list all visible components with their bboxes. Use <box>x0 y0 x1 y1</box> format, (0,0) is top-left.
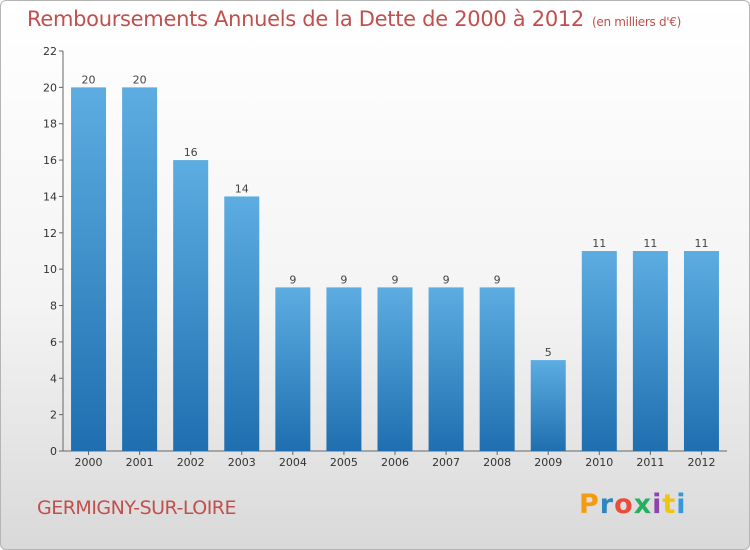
data-label-2006: 9 <box>392 273 399 286</box>
chart-title: Remboursements Annuels de la Dette de 20… <box>27 7 681 31</box>
chart-title-text: Remboursements Annuels de la Dette de 20… <box>27 7 584 31</box>
y-tick-label: 4 <box>50 372 57 385</box>
y-tick-label: 2 <box>50 409 57 422</box>
chart-unit: (en milliers d'€) <box>592 15 682 29</box>
chart-axes: 0 2 4 6 8 10 12 14 16 18 20 22 2000 2001 2002 2003 2004 2… <box>43 45 727 469</box>
data-label-2003: 14 <box>235 182 249 195</box>
x-tick-label-2011: 2011 <box>636 456 664 469</box>
data-label-2000: 20 <box>82 73 96 86</box>
bar-2006 <box>377 287 413 451</box>
bar-2000 <box>71 87 107 451</box>
x-tick-label-2004: 2004 <box>279 456 307 469</box>
logo-letter: i <box>652 489 663 520</box>
logo-letter: i <box>676 489 687 520</box>
data-label-2008: 9 <box>494 273 501 286</box>
logo-letter: t <box>662 489 677 520</box>
chart-data-labels: 20 20 16 14 9 9 9 9 9 5 11 11 11 <box>82 73 709 359</box>
bar-2002 <box>173 160 209 451</box>
logo-letter: x <box>633 489 653 520</box>
data-label-2001: 20 <box>133 73 147 86</box>
bar-2011 <box>632 251 668 451</box>
y-tick-label: 6 <box>50 336 57 349</box>
y-tick-label: 8 <box>50 300 57 313</box>
data-label-2011: 11 <box>643 237 657 250</box>
x-tick-label-2001: 2001 <box>126 456 154 469</box>
x-tick-label-2005: 2005 <box>330 456 358 469</box>
y-tick-label: 10 <box>43 263 57 276</box>
x-tick-label-2002: 2002 <box>177 456 205 469</box>
data-label-2005: 9 <box>340 273 347 286</box>
commune-name: GERMIGNY-SUR-LOIRE <box>37 497 237 519</box>
logo-letter: r <box>599 489 615 520</box>
data-label-2004: 9 <box>289 273 296 286</box>
y-tick-label: 20 <box>43 81 57 94</box>
bar-2008 <box>479 287 515 451</box>
chart-bars <box>71 87 719 451</box>
bar-2007 <box>428 287 464 451</box>
x-tick-label-2010: 2010 <box>585 456 613 469</box>
x-tick-label-2008: 2008 <box>483 456 511 469</box>
x-tick-label-2000: 2000 <box>75 456 103 469</box>
data-label-2009: 5 <box>545 346 552 359</box>
x-tick-label-2003: 2003 <box>228 456 256 469</box>
proxiti-logo: Proxiti <box>579 489 687 520</box>
bar-2012 <box>683 251 719 451</box>
y-tick-label: 18 <box>43 118 57 131</box>
data-label-2007: 9 <box>443 273 450 286</box>
data-label-2002: 16 <box>184 146 198 159</box>
x-tick-label-2007: 2007 <box>432 456 460 469</box>
bar-2003 <box>224 196 260 451</box>
logo-letter: P <box>579 489 600 520</box>
y-tick-label: 22 <box>43 45 57 58</box>
y-tick-label: 12 <box>43 227 57 240</box>
logo-letter: o <box>614 489 634 520</box>
bar-2010 <box>581 251 617 451</box>
y-tick-label: 16 <box>43 154 57 167</box>
y-tick-label: 14 <box>43 190 57 203</box>
bar-2005 <box>326 287 362 451</box>
data-label-2012: 11 <box>694 237 708 250</box>
bar-2009 <box>530 360 566 451</box>
data-label-2010: 11 <box>592 237 606 250</box>
y-tick-label: 0 <box>50 445 57 458</box>
x-tick-label-2006: 2006 <box>381 456 409 469</box>
x-tick-label-2012: 2012 <box>687 456 715 469</box>
bar-2004 <box>275 287 311 451</box>
bar-2001 <box>122 87 158 451</box>
x-tick-label-2009: 2009 <box>534 456 562 469</box>
